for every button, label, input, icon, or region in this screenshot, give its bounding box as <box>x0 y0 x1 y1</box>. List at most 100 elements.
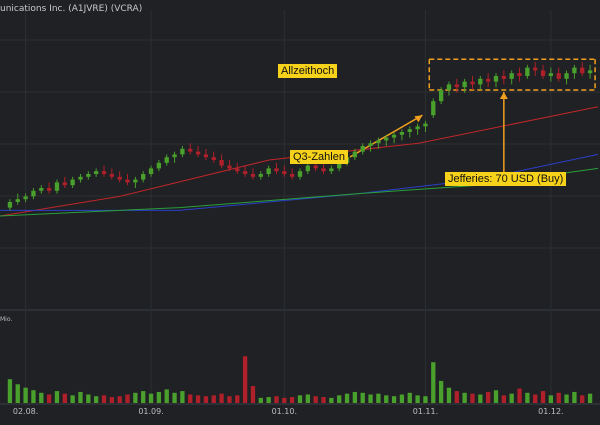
candle-body <box>533 67 538 71</box>
volume-bar <box>305 394 310 403</box>
candle-body <box>282 171 287 174</box>
volume-bar <box>78 391 83 403</box>
volume-bar <box>352 391 358 403</box>
volume-bar <box>556 392 561 403</box>
candle-body <box>156 162 162 169</box>
x-tick-label: 01.10. <box>272 407 297 416</box>
candle-body <box>70 179 75 186</box>
candle-body <box>580 67 585 74</box>
volume-bar <box>117 396 122 403</box>
volume-bar <box>533 394 538 403</box>
volume-bar <box>587 393 593 403</box>
candle-body <box>227 165 232 169</box>
volume-bar <box>15 384 20 403</box>
candle-body <box>54 182 60 191</box>
volume-bar <box>431 362 436 403</box>
candle-body <box>148 168 154 174</box>
volume-bar <box>101 395 107 403</box>
candle-body <box>376 140 381 144</box>
candle-body <box>431 101 436 116</box>
candle-body <box>180 148 185 155</box>
volume-bar <box>337 395 342 403</box>
volume-bar <box>211 395 216 403</box>
volume-bar <box>31 390 36 403</box>
candle-body <box>23 196 28 200</box>
volume-bar <box>235 395 240 403</box>
volume-bar <box>470 393 475 403</box>
volume-bar <box>180 391 185 403</box>
candle-body <box>297 171 303 177</box>
volume-bar <box>454 391 459 403</box>
candle-body <box>7 202 13 208</box>
candle-body <box>360 146 365 152</box>
candle-body <box>219 160 224 166</box>
volume-bar <box>344 393 350 403</box>
candle-body <box>384 137 389 141</box>
candle-body <box>133 179 138 183</box>
volume-bar <box>368 394 373 403</box>
candle-body <box>164 157 169 163</box>
volume-bar <box>39 392 44 403</box>
candle-body <box>517 73 522 76</box>
candle-body <box>556 73 561 79</box>
candle-body <box>313 165 318 169</box>
x-tick-label: 01.09. <box>138 407 163 416</box>
volume-bar <box>86 394 91 403</box>
volume-bar <box>250 386 256 403</box>
candle-body <box>39 188 44 191</box>
candle-body <box>587 70 593 74</box>
volume-bar <box>195 395 201 403</box>
volume-bar <box>297 395 303 403</box>
volume-bar <box>525 392 530 403</box>
volume-bar <box>125 394 130 403</box>
candle-body <box>290 174 295 177</box>
candle-body <box>337 162 342 169</box>
volume-bar <box>290 397 295 403</box>
candle-body <box>525 67 530 76</box>
candle-body <box>564 73 569 79</box>
volume-bar <box>384 395 389 403</box>
volume-bar <box>188 394 193 403</box>
volume-bar <box>572 391 577 403</box>
volume-bar <box>478 394 483 403</box>
candle-body <box>211 157 216 160</box>
candle-body <box>438 90 444 102</box>
candle-body <box>62 182 67 186</box>
volume-bar <box>509 393 514 403</box>
arrowhead-q3 <box>414 115 423 123</box>
candle-body <box>478 78 483 85</box>
candle-body <box>501 76 506 79</box>
candle-body <box>15 199 20 202</box>
candle-body <box>509 73 514 79</box>
candle-body <box>454 84 459 88</box>
volume-bar <box>446 387 452 403</box>
volume-bar <box>501 395 506 403</box>
candle-body <box>250 174 256 177</box>
volume-bar <box>438 380 444 403</box>
volume-bar <box>141 391 146 403</box>
candle-body <box>493 76 499 82</box>
annotation-all-time-high: Allzeithoch <box>278 64 338 78</box>
candle-body <box>78 176 83 180</box>
candle-body <box>274 168 279 172</box>
volume-bar <box>258 397 263 403</box>
candle-body <box>415 126 420 130</box>
volume-bar <box>415 395 420 403</box>
volume-bar <box>548 395 554 403</box>
moving-average-line-1 <box>0 106 599 217</box>
annotation-jefferies: Jefferies: 70 USD (Buy) <box>445 172 567 186</box>
candle-body <box>423 123 428 127</box>
candle-body <box>109 174 114 177</box>
volume-bar <box>321 397 326 403</box>
candle-body <box>352 151 358 158</box>
candle-body <box>462 81 467 88</box>
candle-body <box>195 151 201 155</box>
candle-body <box>188 148 193 152</box>
volume-bar <box>329 397 334 403</box>
candle-body <box>235 168 240 172</box>
candle-body <box>470 81 475 85</box>
volume-bar <box>7 379 13 403</box>
candle-body <box>321 168 326 172</box>
